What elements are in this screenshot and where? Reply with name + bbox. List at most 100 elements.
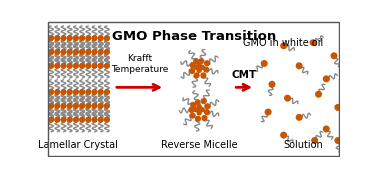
- Circle shape: [104, 117, 110, 123]
- Text: Krafft
Temperature: Krafft Temperature: [111, 54, 168, 74]
- Circle shape: [197, 65, 201, 70]
- Circle shape: [104, 35, 110, 41]
- Circle shape: [91, 49, 98, 55]
- Circle shape: [54, 49, 60, 55]
- Circle shape: [98, 49, 104, 55]
- Circle shape: [60, 117, 67, 123]
- Circle shape: [98, 117, 104, 123]
- Circle shape: [91, 49, 98, 55]
- Circle shape: [48, 103, 54, 109]
- Circle shape: [98, 103, 104, 109]
- Circle shape: [79, 49, 85, 55]
- Circle shape: [261, 60, 268, 67]
- Circle shape: [104, 63, 110, 69]
- Circle shape: [190, 113, 196, 119]
- Circle shape: [48, 103, 54, 109]
- Circle shape: [98, 117, 104, 123]
- Circle shape: [197, 68, 202, 73]
- Circle shape: [200, 98, 207, 104]
- Circle shape: [60, 49, 67, 55]
- Circle shape: [296, 114, 303, 121]
- Circle shape: [85, 89, 91, 95]
- Circle shape: [60, 89, 67, 95]
- Circle shape: [98, 103, 104, 109]
- Circle shape: [104, 89, 110, 95]
- Circle shape: [73, 49, 79, 55]
- Circle shape: [311, 137, 318, 144]
- Text: Solution: Solution: [283, 140, 323, 150]
- Circle shape: [98, 49, 104, 55]
- Circle shape: [280, 132, 287, 139]
- Circle shape: [194, 100, 201, 106]
- Circle shape: [67, 117, 73, 123]
- Circle shape: [91, 103, 98, 109]
- Circle shape: [104, 117, 110, 123]
- Circle shape: [284, 95, 291, 102]
- Circle shape: [73, 35, 79, 41]
- Circle shape: [85, 35, 91, 41]
- Circle shape: [60, 35, 67, 41]
- Circle shape: [60, 49, 67, 55]
- Circle shape: [204, 109, 210, 115]
- Circle shape: [268, 81, 276, 88]
- Circle shape: [197, 107, 201, 112]
- Circle shape: [54, 35, 60, 41]
- Circle shape: [60, 63, 67, 69]
- Circle shape: [197, 104, 202, 109]
- Circle shape: [54, 117, 60, 123]
- Circle shape: [85, 103, 91, 109]
- Circle shape: [67, 63, 73, 69]
- Circle shape: [48, 49, 54, 55]
- Circle shape: [265, 109, 272, 115]
- Circle shape: [60, 63, 67, 69]
- Circle shape: [73, 35, 79, 41]
- Circle shape: [104, 103, 110, 109]
- Circle shape: [296, 62, 303, 69]
- Circle shape: [91, 89, 98, 95]
- Circle shape: [54, 89, 60, 95]
- Circle shape: [193, 58, 199, 65]
- Circle shape: [67, 103, 73, 109]
- Circle shape: [79, 89, 85, 95]
- Circle shape: [48, 49, 54, 55]
- Circle shape: [91, 89, 98, 95]
- Circle shape: [67, 49, 73, 55]
- Circle shape: [73, 63, 79, 69]
- Circle shape: [79, 49, 85, 55]
- Circle shape: [79, 35, 85, 41]
- Circle shape: [91, 103, 98, 109]
- Circle shape: [60, 35, 67, 41]
- Circle shape: [48, 117, 54, 123]
- Circle shape: [54, 49, 60, 55]
- Circle shape: [190, 62, 196, 68]
- Circle shape: [197, 110, 202, 115]
- Circle shape: [73, 63, 79, 69]
- Circle shape: [198, 58, 204, 64]
- Circle shape: [54, 103, 60, 109]
- Circle shape: [335, 104, 341, 111]
- Circle shape: [67, 35, 73, 41]
- Text: GMO in white oil: GMO in white oil: [243, 38, 324, 48]
- Circle shape: [73, 89, 79, 95]
- Circle shape: [48, 89, 54, 95]
- Circle shape: [98, 35, 104, 41]
- Circle shape: [60, 117, 67, 123]
- Text: Reverse Micelle: Reverse Micelle: [161, 140, 237, 150]
- Circle shape: [67, 35, 73, 41]
- Circle shape: [193, 107, 199, 112]
- Circle shape: [54, 63, 60, 69]
- Circle shape: [54, 35, 60, 41]
- Circle shape: [91, 117, 98, 123]
- Circle shape: [67, 89, 73, 95]
- Circle shape: [195, 116, 201, 122]
- Circle shape: [85, 89, 91, 95]
- Circle shape: [200, 65, 205, 70]
- Circle shape: [200, 107, 205, 112]
- Circle shape: [310, 39, 316, 46]
- Circle shape: [104, 35, 110, 41]
- Circle shape: [104, 49, 110, 55]
- Circle shape: [54, 103, 60, 109]
- Circle shape: [60, 103, 67, 109]
- Circle shape: [48, 35, 54, 41]
- Circle shape: [54, 63, 60, 69]
